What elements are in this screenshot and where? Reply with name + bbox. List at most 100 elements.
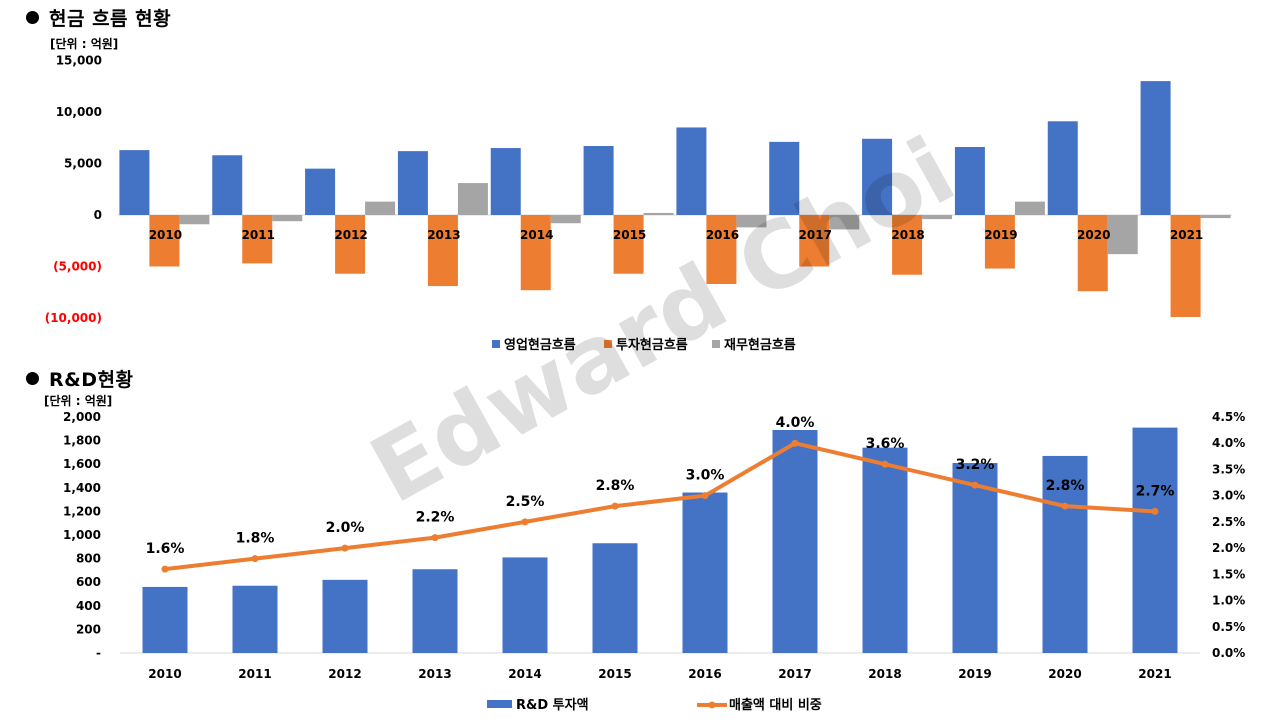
- data-label: 2.8%: [1046, 478, 1085, 494]
- cash-flow-chart: 15,000 10,000 5,000 0 (5,000) (10,000) 2010 201…: [45, 54, 1232, 353]
- line-point: [251, 555, 259, 563]
- bar-투자현금흐름-2014: [520, 215, 551, 291]
- bar-투자현금흐름-2018: [892, 215, 923, 275]
- y-tick-label: 1,200: [63, 504, 101, 518]
- bar-투자현금흐름-2021: [1170, 215, 1201, 317]
- y-tick-label: 1,800: [63, 434, 101, 448]
- y-tick-label: 1,400: [63, 481, 101, 495]
- y2-tick-label: 4.0%: [1212, 436, 1245, 450]
- bar-영업현금흐름-2021: [1140, 81, 1171, 215]
- x-tick-label: 2021: [1170, 228, 1203, 242]
- x-tick-label: 2016: [688, 667, 721, 681]
- bar-rnd-2010: [142, 586, 188, 653]
- y-tick-label: 10,000: [56, 105, 102, 119]
- line-point: [521, 518, 529, 526]
- bar-영업현금흐름-2013: [397, 151, 428, 215]
- data-label: 2.8%: [596, 478, 635, 494]
- bar-재무현금흐름-2010: [179, 215, 210, 225]
- bar-재무현금흐름-2015: [643, 212, 674, 215]
- legend-label: 영업현금흐름: [504, 337, 576, 353]
- bullet-icon: [26, 372, 39, 385]
- x-tick-label: 2015: [613, 228, 646, 242]
- line-sales-ratio: [164, 441, 1156, 572]
- cash-flow-title: 현금 흐름 현황: [49, 8, 172, 30]
- line-point: [611, 502, 619, 510]
- bar-재무현금흐름-2016: [736, 215, 767, 228]
- legend-label: R&D 투자액: [516, 698, 589, 713]
- rnd-title-row: R&D현황: [26, 365, 133, 392]
- legend-swatch-bar: [487, 700, 512, 708]
- y2-tick-label: 2.5%: [1212, 515, 1245, 529]
- legend-swatch: [604, 340, 612, 348]
- y-tick-label: -: [96, 646, 101, 660]
- rnd-chart: 2,000 1,800 1,600 1,400 1,200 1,000 800 600 400 2…: [63, 410, 1245, 713]
- bar-rnd-2016: [682, 492, 728, 653]
- y-tick-label: 600: [76, 575, 101, 589]
- line-point: [971, 481, 979, 489]
- legend-label: 투자현금흐름: [616, 337, 688, 353]
- rnd-title: R&D현황: [49, 369, 134, 391]
- data-label: 3.6%: [866, 436, 905, 452]
- x-tick-label: 2011: [238, 667, 271, 681]
- data-label: 2.2%: [416, 510, 455, 526]
- y-tick-label: 400: [76, 599, 101, 613]
- bar-재무현금흐름-2012: [365, 201, 396, 215]
- y-tick-label: 2,000: [63, 410, 101, 424]
- line-point: [701, 492, 709, 500]
- bar-rnd-2014: [502, 557, 548, 653]
- data-label: 2.7%: [1136, 483, 1175, 499]
- bar-영업현금흐름-2012: [305, 168, 336, 215]
- y2-tick-label: 1.0%: [1212, 594, 1245, 608]
- line-point: [1151, 507, 1159, 515]
- cash-flow-unit: [단위 : 억원]: [50, 37, 119, 51]
- bar-영업현금흐름-2019: [954, 147, 985, 215]
- legend-swatch: [492, 340, 500, 348]
- bar-재무현금흐름-2019: [1014, 201, 1045, 215]
- legend-label: 매출액 대비 비중: [729, 697, 822, 713]
- bar-재무현금흐름-2021: [1200, 215, 1231, 219]
- y-tick-label: 800: [76, 552, 101, 566]
- cash-flow-title-row: 현금 흐름 현황: [26, 4, 171, 31]
- x-tick-label: 2018: [868, 667, 901, 681]
- data-label: 4.0%: [776, 415, 815, 431]
- x-tick-label: 2016: [706, 228, 739, 242]
- data-label: 1.6%: [146, 541, 185, 557]
- legend-swatch-marker: [708, 701, 716, 709]
- line-point: [341, 544, 349, 552]
- y2-tick-label: 3.5%: [1212, 462, 1245, 476]
- y-tick-label: 200: [76, 622, 101, 636]
- x-tick-label: 2010: [149, 228, 182, 242]
- x-tick-label: 2010: [148, 667, 181, 681]
- x-tick-label: 2018: [891, 228, 924, 242]
- y2-tick-label: 2.0%: [1212, 541, 1245, 555]
- bar-rnd-2019: [952, 463, 998, 653]
- bar-영업현금흐름-2018: [862, 138, 893, 215]
- x-tick-label: 2014: [508, 667, 541, 681]
- x-tick-label: 2017: [778, 667, 811, 681]
- bar-영업현금흐름-2011: [212, 155, 243, 215]
- rnd-unit: [단위 : 억원]: [44, 394, 113, 408]
- bar-rnd-2018: [862, 447, 908, 653]
- x-tick-label: 2021: [1138, 667, 1171, 681]
- line-point: [791, 439, 799, 447]
- bar-rnd-2012: [322, 579, 368, 653]
- y-tick-label: 0: [94, 208, 102, 222]
- x-tick-label: 2012: [334, 228, 367, 242]
- x-tick-label: 2013: [427, 228, 460, 242]
- y-tick-label: 1,600: [63, 457, 101, 471]
- bar-영업현금흐름-2020: [1047, 121, 1078, 215]
- bar-투자현금흐름-2012: [335, 215, 366, 274]
- y2-tick-label: 1.5%: [1212, 567, 1245, 581]
- bar-rnd-2011: [232, 585, 278, 653]
- x-tick-label: 2020: [1077, 228, 1110, 242]
- data-label: 3.0%: [686, 468, 725, 484]
- x-tick-label: 2019: [958, 667, 991, 681]
- data-label: 2.5%: [506, 494, 545, 510]
- x-tick-label: 2012: [328, 667, 361, 681]
- bar-rnd-2013: [412, 569, 458, 653]
- y2-tick-label: 0.0%: [1212, 646, 1245, 660]
- line-point: [881, 460, 889, 468]
- y-tick-label: 5,000: [64, 157, 102, 171]
- bar-rnd-2015: [592, 543, 638, 653]
- y2-tick-label: 0.5%: [1212, 620, 1245, 634]
